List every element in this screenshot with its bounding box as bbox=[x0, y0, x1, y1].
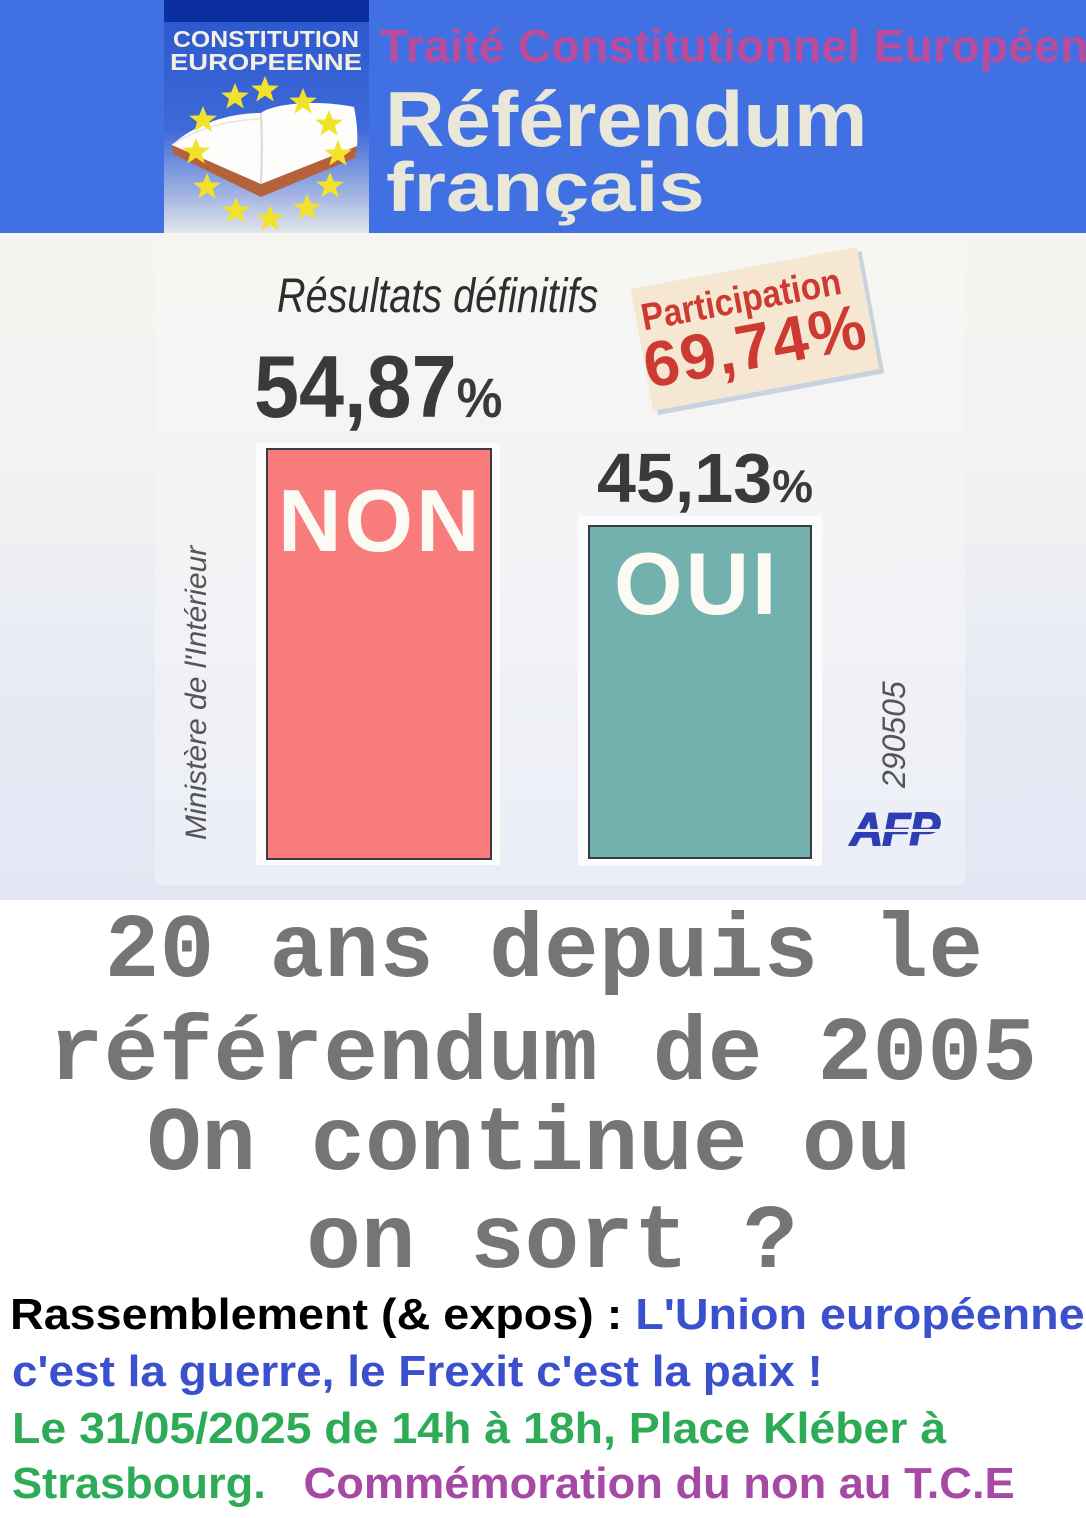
svg-text:CONSTITUTION: CONSTITUTION bbox=[173, 26, 359, 52]
svg-text:EUROPEENNE: EUROPEENNE bbox=[170, 49, 362, 75]
